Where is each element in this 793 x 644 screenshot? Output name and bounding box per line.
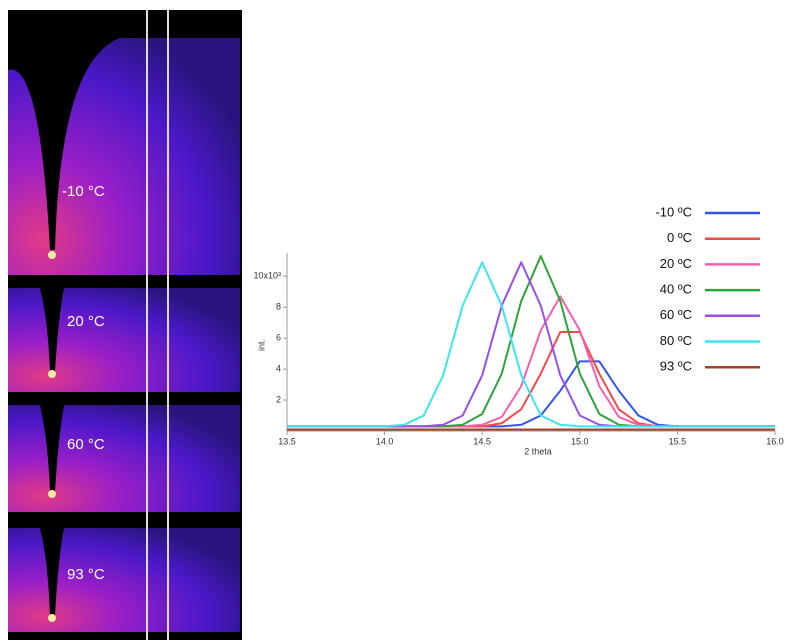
x-tick-label: 15.5 [669, 436, 687, 446]
x-tick-label: 14.0 [376, 436, 394, 446]
detector-images: -10 °C 20 °C 60 °C 93 °C [8, 10, 242, 640]
beam-spots [48, 251, 56, 622]
panel-label: 20 °C [67, 313, 105, 330]
legend-label: 93 ºC [660, 359, 692, 374]
legend-label: 0 ºC [667, 230, 692, 245]
y-tick-label: 6 [276, 333, 281, 343]
panel-label: 93 °C [67, 566, 105, 583]
panel-label: 60 °C [67, 436, 105, 453]
legend-label: 20 ºC [660, 256, 692, 271]
image-panel [8, 405, 240, 512]
x-tick-label: 14.5 [473, 436, 491, 446]
x-tick-label: 16.0 [766, 436, 784, 446]
series-line [287, 330, 775, 428]
image-panel [8, 288, 240, 392]
y-tick-label: 8 [276, 302, 281, 312]
x-tick-label: 15.0 [571, 436, 589, 446]
image-panel [8, 38, 240, 275]
y-tick-label: 10x10³ [253, 271, 281, 281]
panel-label: -10 °C [62, 183, 105, 200]
x-tick-label: 13.5 [278, 436, 296, 446]
y-tick-label: 2 [276, 394, 281, 404]
legend-label: 40 ºC [660, 282, 692, 297]
image-panel [8, 528, 240, 632]
y-tick-label: 4 [276, 363, 281, 373]
x-axis-label: 2 theta [524, 446, 552, 456]
legend-label: -10 ºC [655, 204, 692, 219]
series-line [287, 261, 775, 428]
legend-label: 80 ºC [660, 333, 692, 348]
y-axis-label: int. [256, 339, 266, 351]
legend-label: 60 ºC [660, 307, 692, 322]
series-line [287, 295, 775, 428]
series-line [287, 261, 775, 428]
